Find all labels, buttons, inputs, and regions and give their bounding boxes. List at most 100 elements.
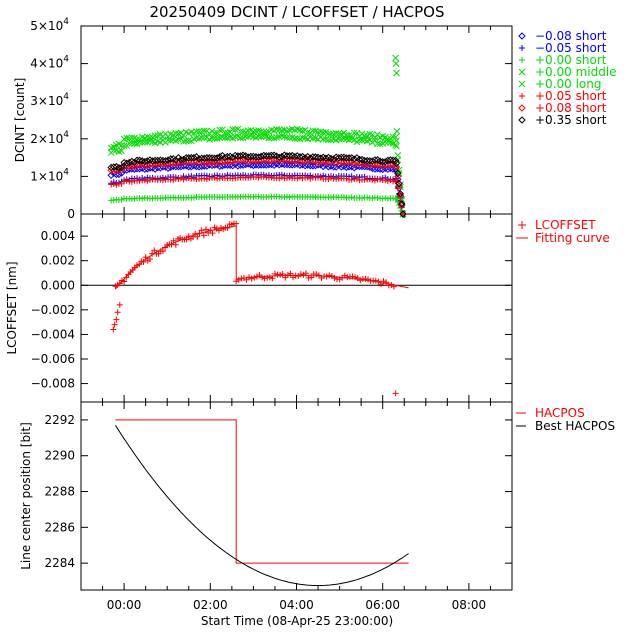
- dcint-point: [382, 177, 389, 184]
- dcint-point: [128, 178, 135, 185]
- dcint-point: [394, 169, 402, 178]
- y-tick-label: 2286: [44, 520, 75, 534]
- dcint-point: [190, 154, 198, 162]
- dcint-point: [154, 156, 162, 165]
- lcoffset-point: [357, 277, 364, 284]
- dcint-point: [139, 195, 146, 202]
- dcint-point: [221, 134, 229, 141]
- lcoffset-point: [142, 254, 149, 261]
- dcint-point: [311, 153, 320, 161]
- dcint-point: [371, 177, 378, 184]
- hacpos-ylabel: Line center position [bit]: [19, 422, 33, 570]
- lcoffset-point: [172, 241, 179, 248]
- dcint-point: [294, 135, 301, 142]
- lcoffset-point: [344, 274, 351, 281]
- dcint-point: [342, 154, 351, 162]
- dcint-point: [138, 138, 146, 146]
- dcint-point: [324, 159, 333, 167]
- y-tick-label: 2×104: [30, 130, 69, 146]
- dcint-point: [265, 151, 273, 160]
- lcoffset-point: [282, 274, 289, 281]
- dcint-point: [121, 178, 128, 185]
- dcint-point: [345, 154, 353, 162]
- dcint-point: [110, 163, 118, 171]
- dcint-point: [275, 153, 283, 162]
- dcint-point: [332, 153, 340, 161]
- dcint-point: [384, 195, 391, 202]
- y-tick-label: −0.002: [31, 303, 75, 317]
- dcint-point: [340, 194, 347, 201]
- dcint-point: [299, 127, 306, 135]
- dcint-point: [335, 135, 343, 143]
- lcoffset-point: [151, 247, 158, 254]
- dcint-point: [115, 163, 123, 172]
- dcint-point: [371, 165, 379, 173]
- legend-symbol: [519, 45, 525, 51]
- dcint-point: [296, 153, 304, 161]
- dcint-point: [319, 162, 327, 171]
- dcint-point: [208, 154, 216, 162]
- dcint-point: [179, 155, 188, 164]
- dcint-point: [249, 152, 258, 161]
- dcint-point: [244, 157, 252, 165]
- lcoffset-point: [315, 272, 322, 279]
- dcint-point: [203, 159, 211, 167]
- lcoffset-point: [259, 274, 266, 281]
- lcoffset-point: [194, 233, 201, 240]
- dcint-point: [252, 161, 260, 169]
- dcint-point: [167, 176, 174, 183]
- dcint-point: [201, 175, 208, 182]
- dcint-spike-point: [393, 69, 400, 77]
- best-hacpos-curve: [115, 425, 409, 586]
- dcint-point: [118, 141, 125, 149]
- dcint-point: [268, 174, 275, 181]
- dcint-point: [260, 161, 268, 169]
- dcint-point: [203, 154, 211, 162]
- dcint-point: [386, 156, 395, 164]
- dcint-point: [395, 179, 403, 188]
- dcint-point: [350, 155, 358, 163]
- dcint-point: [252, 127, 260, 135]
- dcint-point: [316, 154, 325, 162]
- dcint-point: [327, 136, 335, 144]
- dcint-point: [270, 134, 278, 142]
- dcint-point: [182, 154, 190, 162]
- dcint-point: [148, 157, 157, 165]
- dcint-point: [376, 157, 384, 165]
- dcint-point: [234, 156, 242, 164]
- legend-symbol: [518, 116, 526, 124]
- dcint-point: [182, 137, 190, 145]
- dcint-point: [399, 211, 406, 217]
- dcint-point: [255, 174, 262, 181]
- lcoffset-point: [297, 271, 304, 278]
- dcint-point: [299, 134, 306, 141]
- lcoffset-point: [198, 227, 205, 234]
- lcoffset-point: [302, 270, 309, 277]
- dcint-point: [348, 176, 355, 183]
- dcint-point: [306, 161, 314, 170]
- dcint-point: [392, 195, 399, 202]
- dcint-point: [392, 178, 399, 185]
- dcint-point: [110, 146, 118, 154]
- dcint-point: [177, 160, 185, 168]
- y-tick-label: 2292: [44, 413, 75, 427]
- legend-symbol: [519, 93, 525, 99]
- dcint-point: [125, 158, 133, 167]
- dcint-point: [182, 158, 190, 166]
- lcoffset-point: [277, 271, 284, 278]
- dcint-point: [317, 174, 324, 181]
- dcint-point: [374, 140, 381, 148]
- dcint-point: [123, 134, 131, 142]
- legend-label: HACPOS: [535, 406, 585, 420]
- dcint-point: [268, 134, 275, 142]
- dcint-point: [340, 135, 348, 143]
- legend-label: Best HACPOS: [535, 419, 615, 433]
- dcint-point: [143, 157, 152, 165]
- dcint-point: [392, 163, 401, 171]
- dcint-point: [387, 177, 394, 184]
- y-tick-label: 0.002: [41, 254, 75, 268]
- dcint-point: [117, 163, 126, 172]
- dcint-point: [337, 135, 345, 143]
- dcint-point: [325, 176, 332, 183]
- dcint-ylabel: DCINT [count]: [13, 78, 27, 163]
